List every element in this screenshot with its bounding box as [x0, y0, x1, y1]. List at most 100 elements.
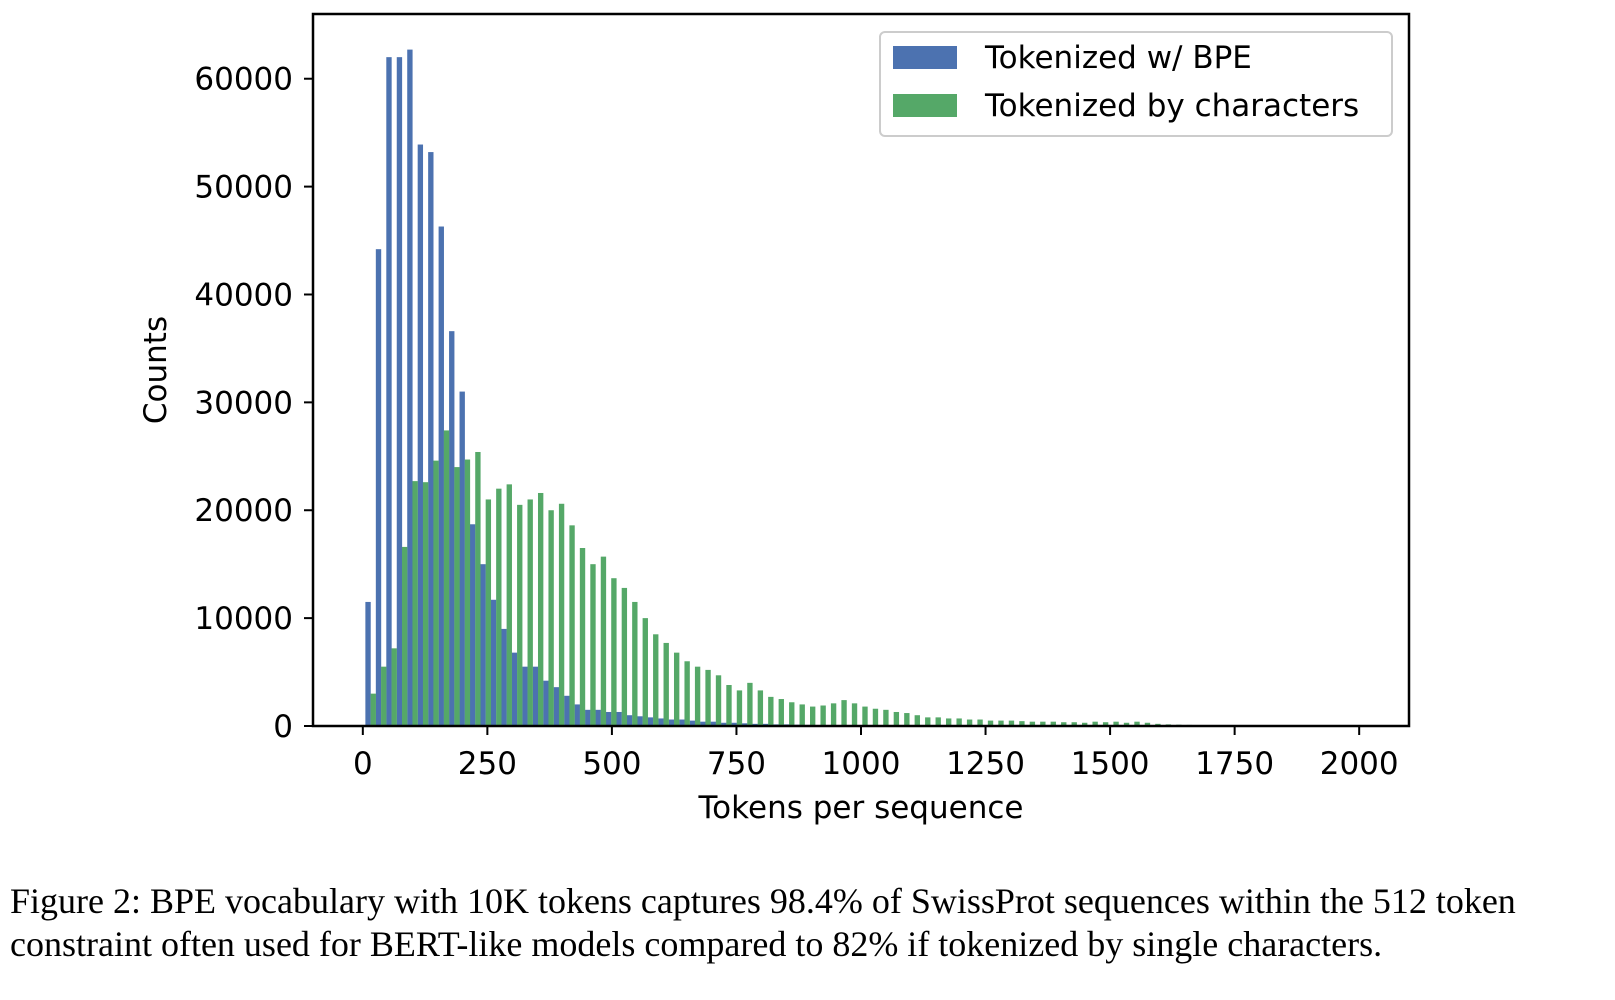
legend-label-bpe: Tokenized w/ BPE: [984, 40, 1252, 76]
bpe-bar: [710, 721, 716, 726]
bpe-bar: [658, 718, 664, 726]
character-bar: [757, 690, 764, 726]
y-axis-label: Counts: [138, 316, 174, 424]
character-bar: [904, 713, 910, 726]
bpe-bar: [700, 721, 706, 726]
character-bar: [726, 685, 732, 726]
character-bar: [893, 711, 900, 726]
character-bar: [1019, 721, 1025, 726]
x-tick-label: 2000: [1320, 746, 1399, 782]
character-bar: [705, 669, 711, 726]
character-bar: [1134, 721, 1140, 726]
y-tick-label: 0: [273, 709, 293, 745]
character-bar: [715, 675, 722, 726]
bpe-bar: [501, 628, 507, 726]
character-bar: [747, 682, 753, 726]
bpe-bar: [553, 687, 560, 726]
y-axis-ticks: 0 10000 20000 30000 40000 50000 60000: [194, 62, 313, 745]
character-bar: [1092, 721, 1098, 726]
legend: Tokenized w/ BPE Tokenized by characters: [879, 31, 1393, 137]
bpe-bar: [689, 720, 696, 726]
character-bar: [977, 719, 983, 726]
bpe-bar: [616, 711, 622, 726]
character-bar: [778, 699, 784, 726]
bpe-bar: [626, 715, 633, 726]
bpe-bar: [375, 249, 382, 726]
histogram-figure: 0 250 500 750 1000 1250 1500 1750 2000 0 10000 200…: [138, 12, 1411, 826]
bpe-bar: [637, 716, 643, 726]
character-bar: [736, 690, 743, 726]
character-bar: [935, 717, 941, 726]
bpe-bar: [595, 709, 601, 726]
character-bar: [600, 556, 607, 726]
x-axis-ticks: 0 250 500 750 1000 1250 1500 1750 2000: [353, 726, 1399, 782]
bpe-bar: [574, 704, 580, 726]
bpe-bar: [449, 331, 455, 726]
bpe-bar: [490, 599, 497, 726]
character-bar: [1029, 721, 1036, 726]
character-bar: [1144, 722, 1151, 726]
character-bar: [1050, 721, 1056, 726]
character-bar: [946, 718, 952, 726]
character-bar: [872, 708, 879, 726]
character-bar: [789, 702, 795, 726]
character-bar: [966, 719, 973, 726]
character-bar: [830, 703, 837, 726]
character-bar: [506, 484, 512, 726]
character-bar: [537, 492, 544, 726]
bpe-bar: [679, 719, 685, 726]
character-bar: [621, 587, 628, 726]
character-bar: [987, 720, 994, 726]
character-bar: [998, 720, 1004, 726]
character-bar: [475, 451, 481, 726]
bpe-bar: [386, 57, 392, 726]
bpe-bar: [742, 723, 748, 726]
x-tick-label: 250: [458, 746, 517, 782]
character-bar: [810, 706, 816, 726]
y-tick-label: 30000: [194, 385, 293, 421]
x-tick-label: 0: [353, 746, 373, 782]
character-bar: [956, 718, 962, 726]
character-bar: [558, 503, 565, 726]
character-bar: [768, 696, 774, 726]
character-bar: [1102, 722, 1109, 726]
bpe-bar: [428, 152, 434, 726]
character-bar: [443, 430, 450, 726]
bpe-bar: [532, 666, 539, 726]
bpe-bar: [417, 144, 424, 726]
bpe-bar: [511, 652, 518, 726]
bpe-bar: [407, 49, 413, 727]
character-bar: [914, 715, 920, 726]
character-bar: [1113, 721, 1119, 726]
bpe-bar: [585, 709, 591, 726]
character-bar: [1061, 722, 1067, 726]
character-bar: [485, 499, 492, 726]
bpe-bar: [564, 695, 570, 726]
bpe-bar: [365, 601, 371, 726]
bars-layer: [365, 49, 1360, 727]
bpe-bar: [731, 722, 737, 726]
character-bar: [653, 634, 659, 726]
character-bar: [412, 481, 418, 726]
character-bar: [1082, 722, 1088, 726]
character-bar: [694, 666, 701, 726]
character-bar: [862, 706, 868, 726]
character-bar: [527, 499, 533, 726]
legend-swatch-bpe: [893, 46, 957, 69]
figure-caption: Figure 2: BPE vocabulary with 10K tokens…: [10, 881, 1516, 964]
x-tick-label: 750: [707, 746, 766, 782]
bpe-bar: [668, 719, 675, 726]
x-axis-label: Tokens per sequence: [698, 790, 1024, 826]
character-bar: [684, 661, 690, 726]
character-bar: [579, 548, 586, 726]
bpe-bar: [522, 666, 528, 726]
bpe-bar: [543, 680, 549, 726]
x-tick-label: 500: [582, 746, 641, 782]
character-bar: [391, 648, 397, 726]
character-bar: [1071, 722, 1077, 726]
character-bar: [841, 700, 847, 726]
character-bar: [422, 482, 429, 726]
y-tick-label: 40000: [194, 277, 293, 313]
legend-swatch-characters: [893, 94, 957, 117]
x-tick-label: 1000: [822, 746, 901, 782]
